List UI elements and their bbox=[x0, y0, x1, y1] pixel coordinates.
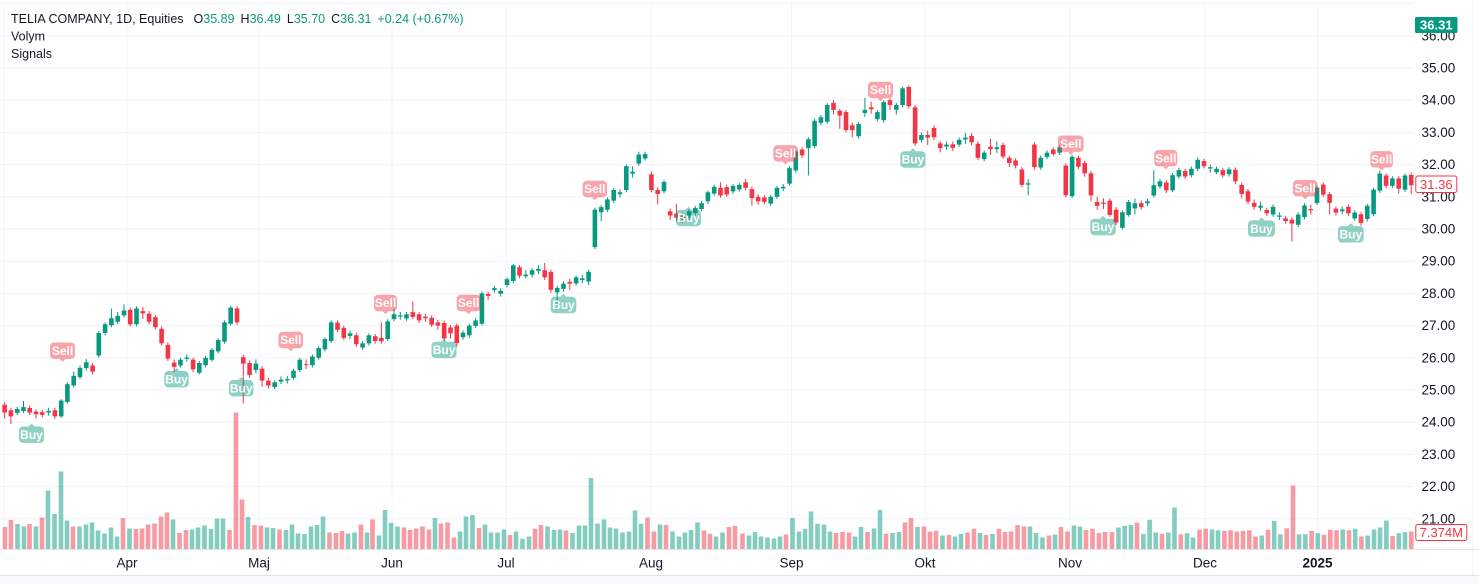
svg-text:Apr: Apr bbox=[116, 556, 138, 571]
svg-text:23.00: 23.00 bbox=[1422, 447, 1456, 462]
svg-text:Jun: Jun bbox=[381, 556, 403, 571]
svg-text:Buy: Buy bbox=[433, 343, 456, 357]
svg-text:27.00: 27.00 bbox=[1422, 318, 1456, 333]
svg-text:2025: 2025 bbox=[1302, 556, 1333, 571]
svg-text:Buy: Buy bbox=[165, 372, 188, 386]
svg-text:Buy: Buy bbox=[902, 153, 925, 167]
svg-text:Jul: Jul bbox=[497, 556, 514, 571]
svg-text:Sell: Sell bbox=[1371, 153, 1392, 167]
svg-text:25.00: 25.00 bbox=[1422, 383, 1456, 398]
svg-text:Sell: Sell bbox=[52, 344, 73, 358]
svg-text:Buy: Buy bbox=[1339, 228, 1362, 242]
svg-text:7.374M: 7.374M bbox=[1420, 525, 1463, 540]
svg-text:35.00: 35.00 bbox=[1422, 61, 1456, 76]
svg-text:22.00: 22.00 bbox=[1422, 479, 1456, 494]
svg-text:21.00: 21.00 bbox=[1422, 511, 1456, 526]
svg-text:28.00: 28.00 bbox=[1422, 286, 1456, 301]
svg-text:Sell: Sell bbox=[280, 333, 301, 347]
svg-text:Nov: Nov bbox=[1058, 556, 1082, 571]
svg-text:36.31: 36.31 bbox=[1420, 18, 1453, 33]
svg-text:Sell: Sell bbox=[1060, 137, 1081, 151]
svg-text:33.00: 33.00 bbox=[1422, 125, 1456, 140]
svg-text:Aug: Aug bbox=[639, 556, 663, 571]
svg-text:Buy: Buy bbox=[20, 428, 43, 442]
svg-text:32.00: 32.00 bbox=[1422, 157, 1456, 172]
svg-text:24.00: 24.00 bbox=[1422, 415, 1456, 430]
svg-text:Dec: Dec bbox=[1193, 556, 1217, 571]
svg-text:Buy: Buy bbox=[230, 381, 253, 395]
svg-text:Buy: Buy bbox=[1092, 220, 1115, 234]
svg-text:Sell: Sell bbox=[584, 182, 605, 196]
svg-text:Okt: Okt bbox=[914, 556, 935, 571]
svg-text:34.00: 34.00 bbox=[1422, 93, 1456, 108]
svg-text:30.00: 30.00 bbox=[1422, 222, 1456, 237]
svg-text:Sell: Sell bbox=[375, 296, 396, 310]
svg-text:Sell: Sell bbox=[1294, 181, 1315, 195]
svg-text:Maj: Maj bbox=[248, 556, 270, 571]
svg-text:31.00: 31.00 bbox=[1422, 189, 1456, 204]
svg-text:26.00: 26.00 bbox=[1422, 350, 1456, 365]
svg-text:Sell: Sell bbox=[775, 147, 796, 161]
svg-text:Sell: Sell bbox=[458, 296, 479, 310]
svg-text:Buy: Buy bbox=[1250, 222, 1273, 236]
svg-text:Volym: Volym bbox=[11, 30, 45, 44]
svg-text:Sell: Sell bbox=[1155, 151, 1176, 165]
svg-text:Sell: Sell bbox=[870, 83, 891, 97]
svg-text:Buy: Buy bbox=[552, 298, 575, 312]
svg-text:29.00: 29.00 bbox=[1422, 254, 1456, 269]
svg-text:Buy: Buy bbox=[677, 211, 700, 225]
svg-text:Sep: Sep bbox=[779, 556, 803, 571]
svg-text:Signals: Signals bbox=[11, 47, 52, 61]
svg-text:31.36: 31.36 bbox=[1420, 177, 1453, 192]
